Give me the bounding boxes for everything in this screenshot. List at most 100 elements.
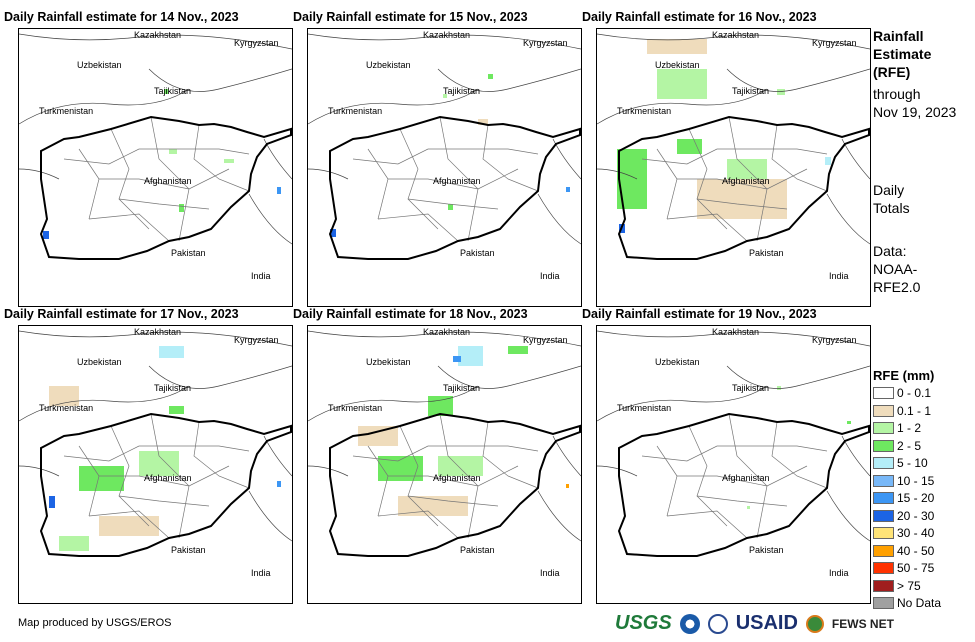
rainfall-area — [657, 69, 707, 99]
rainfall-area — [49, 496, 55, 508]
through-date: through Nov 19, 2023 — [873, 85, 956, 121]
province-boundary — [150, 413, 190, 539]
country-borders — [19, 330, 292, 542]
province-boundary — [407, 198, 499, 210]
rainfall-area — [49, 386, 79, 406]
legend-item: 1 - 2 — [873, 421, 921, 435]
rainfall-area — [277, 481, 281, 487]
province-boundary — [63, 148, 250, 165]
country-label-india: India — [540, 568, 560, 578]
legend-swatch — [873, 404, 894, 417]
legend-label: 10 - 15 — [897, 473, 935, 488]
province-boundary — [150, 116, 190, 242]
legend-title: RFE (mm) — [873, 368, 935, 383]
rainfall-area — [277, 187, 281, 194]
province-boundary — [771, 421, 828, 489]
province-boundary — [482, 421, 539, 489]
through-label: through — [873, 86, 921, 102]
country-label-india: India — [829, 271, 849, 281]
province-boundary — [399, 425, 439, 527]
data-source: Data: NOAA- RFE2.0 — [873, 242, 920, 296]
country-borders — [19, 33, 292, 245]
province-boundary — [193, 421, 250, 489]
country-label-afghanistan: Afghanistan — [433, 473, 481, 483]
rainfall-area — [647, 39, 707, 54]
data-line: NOAA- — [873, 261, 918, 277]
country-label-kazakhstan: Kazakhstan — [423, 30, 471, 40]
country-label-kyrgyzstan: Kyrgyzstan — [812, 38, 857, 48]
fewsnet-logo: FEWS NET — [831, 616, 894, 631]
country-borders — [308, 330, 581, 542]
province-boundary — [352, 445, 539, 462]
rainfall-area — [164, 89, 168, 94]
rainfall-area — [777, 386, 781, 390]
province-boundary — [728, 116, 768, 242]
province-boundary — [482, 124, 539, 192]
country-label-tajikistan: Tajikistan — [732, 383, 770, 393]
legend-label: 50 - 75 — [897, 561, 935, 575]
legend-item: 0 - 0.1 — [873, 386, 931, 400]
country-label-uzbekistan: Uzbekistan — [77, 60, 122, 70]
rainfall-area — [169, 149, 177, 154]
legend-item: 10 - 15 — [873, 474, 934, 488]
legend-label: 5 - 10 — [897, 456, 928, 470]
legend-label: 0 - 0.1 — [897, 386, 932, 400]
panel-title: Daily Rainfall estimate for 18 Nov., 202… — [293, 307, 528, 321]
legend-label: No Data — [897, 596, 942, 610]
province-boundary — [439, 116, 479, 242]
rainfall-area — [224, 159, 234, 163]
country-label-pakistan: Pakistan — [460, 545, 495, 555]
country-label-tajikistan: Tajikistan — [443, 383, 481, 393]
map-svg — [597, 330, 870, 557]
credit-text: Map produced by USGS/EROS — [18, 617, 172, 629]
province-boundary — [110, 425, 150, 527]
province-boundary — [118, 198, 210, 210]
country-label-uzbekistan: Uzbekistan — [366, 357, 411, 367]
legend-swatch — [873, 492, 894, 504]
country-label-uzbekistan: Uzbekistan — [655, 357, 700, 367]
afghanistan-outline — [617, 412, 870, 557]
rainfall-area — [79, 466, 124, 491]
country-label-india: India — [251, 271, 271, 281]
province-boundary — [388, 465, 519, 487]
map-svg — [597, 33, 870, 260]
rainfall-area — [443, 94, 447, 98]
country-label-pakistan: Pakistan — [749, 248, 784, 258]
rainfall-area — [777, 89, 785, 95]
heading-line: Estimate — [873, 46, 932, 62]
province-boundary — [88, 213, 170, 242]
map-svg — [19, 33, 292, 260]
legend-item: 0.1 - 1 — [873, 404, 931, 418]
province-boundary — [78, 148, 100, 220]
totals-line: Totals — [873, 200, 910, 216]
province-boundary — [88, 510, 170, 539]
rainfall-map-panel: Kazakhstan Kyrgyzstan Uzbekistan Tajikistan… — [307, 28, 582, 307]
province-boundary — [641, 148, 828, 165]
legend-swatch — [873, 527, 894, 539]
heading-line: Rainfall — [873, 28, 924, 44]
afghanistan-outline — [39, 412, 292, 557]
country-label-kazakhstan: Kazakhstan — [134, 30, 182, 40]
rainfall-map-panel: Kazakhstan Kyrgyzstan Uzbekistan Tajikistan… — [18, 325, 293, 604]
province-boundary — [666, 213, 748, 242]
legend-swatch — [873, 474, 894, 487]
province-boundary — [352, 148, 539, 165]
country-label-turkmenistan: Turkmenistan — [39, 106, 94, 116]
province-boundary — [771, 124, 828, 192]
country-label-afghanistan: Afghanistan — [144, 176, 192, 186]
legend-swatch — [873, 387, 894, 399]
legend-label: 40 - 50 — [897, 543, 935, 558]
country-label-india: India — [829, 568, 849, 578]
country-label-tajikistan: Tajikistan — [154, 383, 192, 393]
map-svg — [308, 33, 581, 260]
rainfall-area — [169, 406, 184, 414]
side-heading: Rainfall Estimate (RFE) — [873, 27, 931, 81]
rainfall-area — [697, 179, 787, 219]
country-label-afghanistan: Afghanistan — [433, 176, 481, 186]
legend-item: 5 - 10 — [873, 456, 928, 470]
legend-label: 30 - 40 — [897, 526, 935, 540]
legend-swatch — [873, 579, 894, 592]
panel-title: Daily Rainfall estimate for 16 Nov., 202… — [582, 10, 817, 24]
rainfall-area — [330, 229, 336, 237]
totals-line: Daily — [873, 182, 905, 198]
